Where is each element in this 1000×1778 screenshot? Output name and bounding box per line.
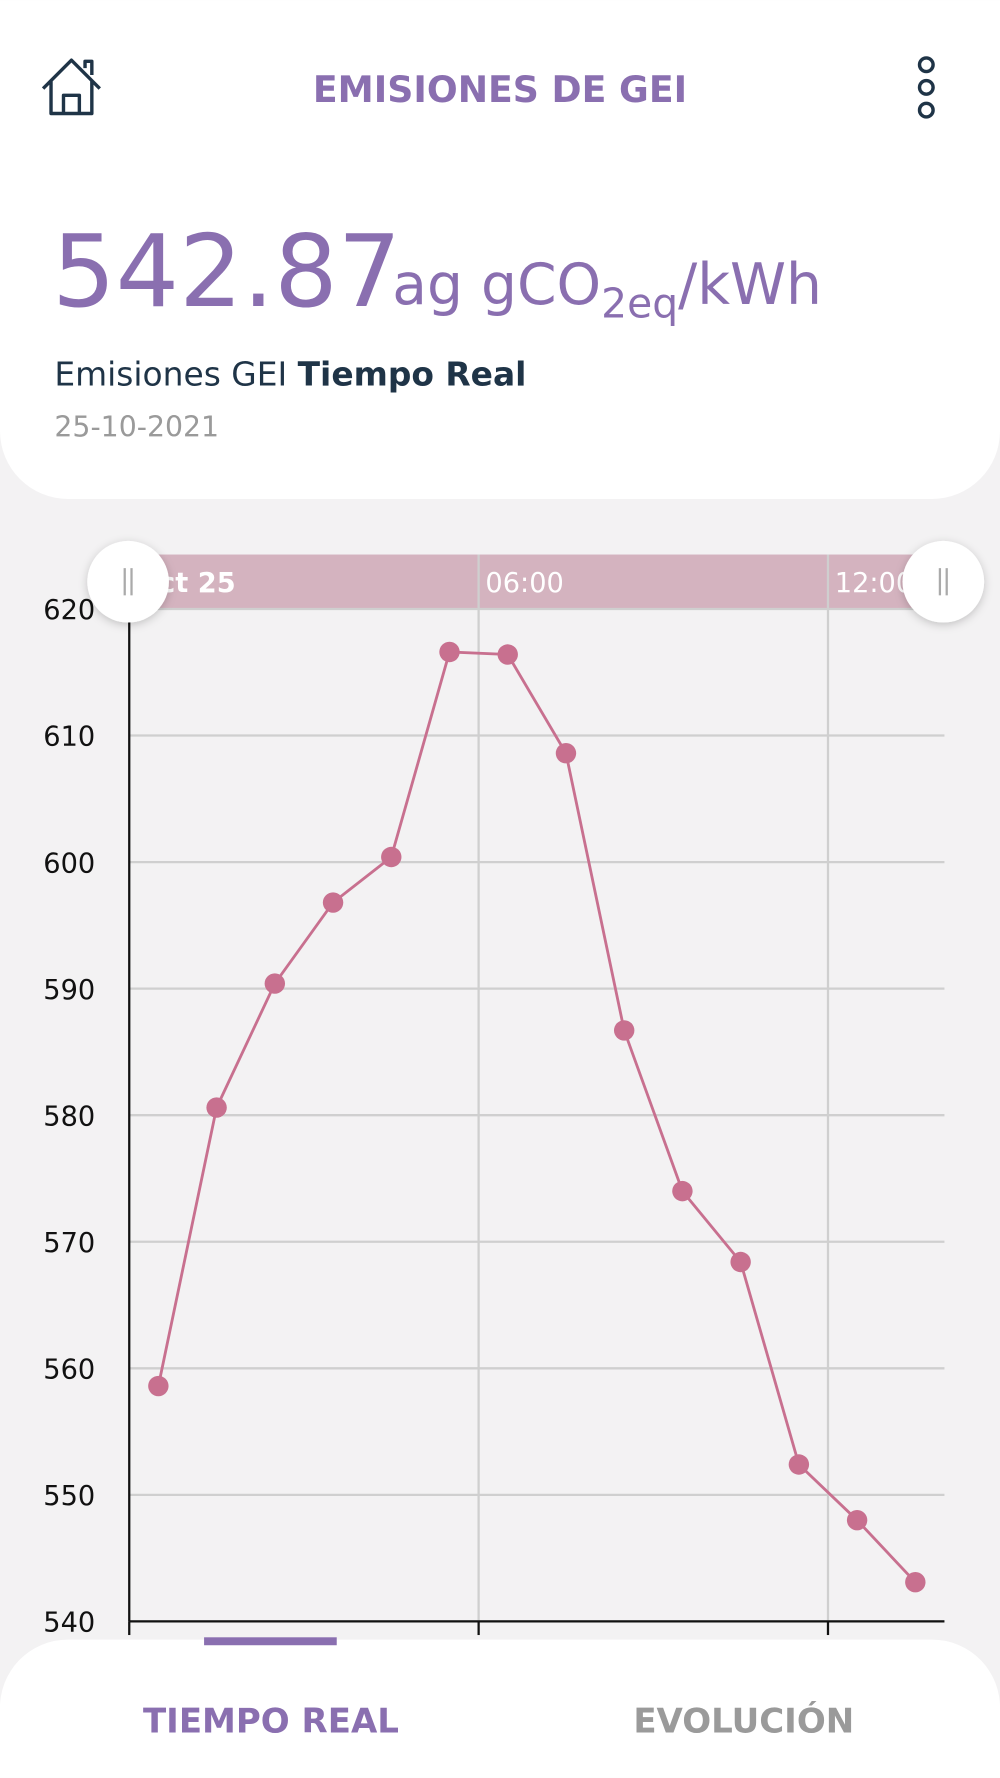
y-tick-label: 610 [43, 722, 95, 753]
data-point [846, 1509, 868, 1531]
data-point [206, 1097, 227, 1118]
unit-tail: /kWh [678, 252, 822, 318]
data-point [497, 644, 518, 665]
data-point [381, 846, 402, 868]
data-point [148, 1375, 169, 1397]
data-point [788, 1454, 810, 1475]
data-point [555, 743, 577, 764]
y-tick-label: 590 [43, 975, 95, 1006]
tab[interactable]: EVOLUCIÓN [633, 1701, 854, 1742]
data-point [439, 641, 460, 663]
data-point [905, 1571, 926, 1593]
y-tick-label: 570 [43, 1228, 95, 1259]
header-title: EMISIONES DE GEI [313, 68, 687, 111]
label-bold: Tiempo Real [298, 355, 527, 394]
label: Emisiones GEI [54, 355, 287, 394]
reading-date: 25-10-2021 [54, 411, 219, 444]
handle-knob [902, 540, 985, 623]
y-tick-label: 620 [43, 595, 95, 626]
data-point [613, 1020, 635, 1041]
top-card [0, 0, 1000, 499]
x-tick-label: 06:00 [485, 568, 563, 599]
navigator-handle[interactable] [902, 540, 985, 623]
tab-indicator [204, 1637, 337, 1646]
tab[interactable]: TIEMPO REAL [143, 1702, 399, 1742]
unit-sub: 2eq [601, 280, 678, 328]
y-tick-label: 550 [43, 1481, 95, 1512]
data-point [322, 892, 344, 913]
navigator-handle[interactable] [87, 540, 169, 623]
data-point [730, 1251, 751, 1273]
y-tick-label: 580 [43, 1101, 95, 1132]
data-point [264, 973, 286, 994]
handle-knob [87, 540, 169, 623]
x-tick-label: 12:00 [835, 568, 913, 599]
y-tick-label: 540 [43, 1608, 95, 1639]
unit: ag gCO [392, 252, 601, 318]
reading-unit: ag gCO2eq/kWh [392, 252, 822, 328]
home-icon[interactable] [41, 58, 101, 116]
data-point [672, 1180, 693, 1202]
navigator-band [126, 554, 945, 609]
y-tick-label: 560 [43, 1355, 95, 1386]
reading-value: 542.87 [52, 213, 401, 330]
series-line [156, 650, 917, 1584]
y-tick-label: 600 [43, 848, 95, 879]
menu-icon[interactable] [917, 56, 935, 119]
reading-label: Emisiones GEI Tiempo Real [54, 355, 526, 394]
bottom-card [0, 1639, 1000, 1778]
